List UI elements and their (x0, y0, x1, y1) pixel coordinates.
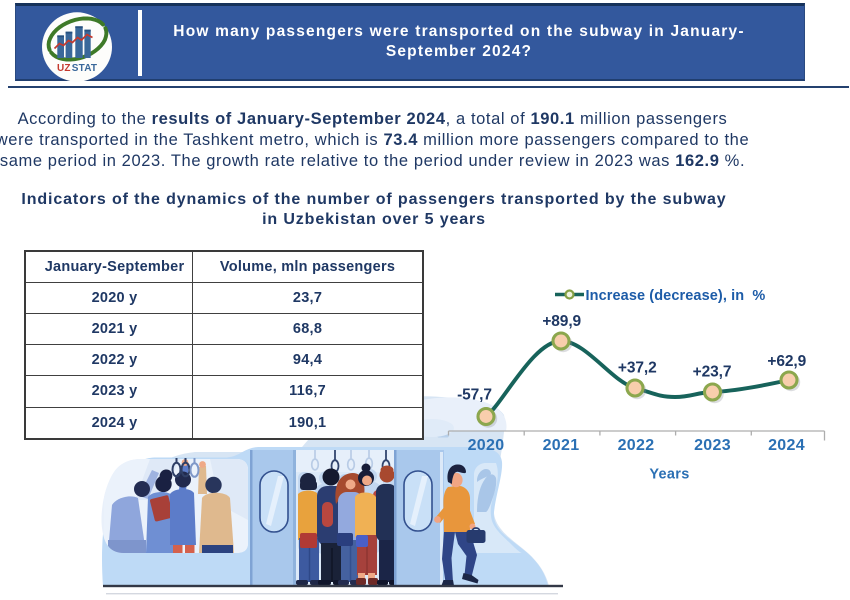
svg-text:Increase (decrease), in %: Increase (decrease), in % (586, 288, 766, 304)
svg-text:2023: 2023 (694, 437, 731, 454)
svg-text:+37,2: +37,2 (618, 360, 657, 377)
svg-text:+23,7: +23,7 (693, 364, 732, 381)
svg-text:-57,7: -57,7 (457, 387, 492, 404)
svg-text:Years: Years (649, 467, 689, 483)
svg-text:STAT: STAT (72, 63, 97, 74)
svg-text:2024: 2024 (768, 437, 805, 454)
svg-text:2022: 2022 (618, 437, 655, 454)
svg-text:UZ: UZ (57, 63, 71, 74)
svg-text:+89,9: +89,9 (542, 313, 581, 330)
svg-text:2021: 2021 (543, 437, 580, 454)
svg-text:+62,9: +62,9 (767, 353, 806, 370)
svg-text:2020: 2020 (468, 437, 505, 454)
